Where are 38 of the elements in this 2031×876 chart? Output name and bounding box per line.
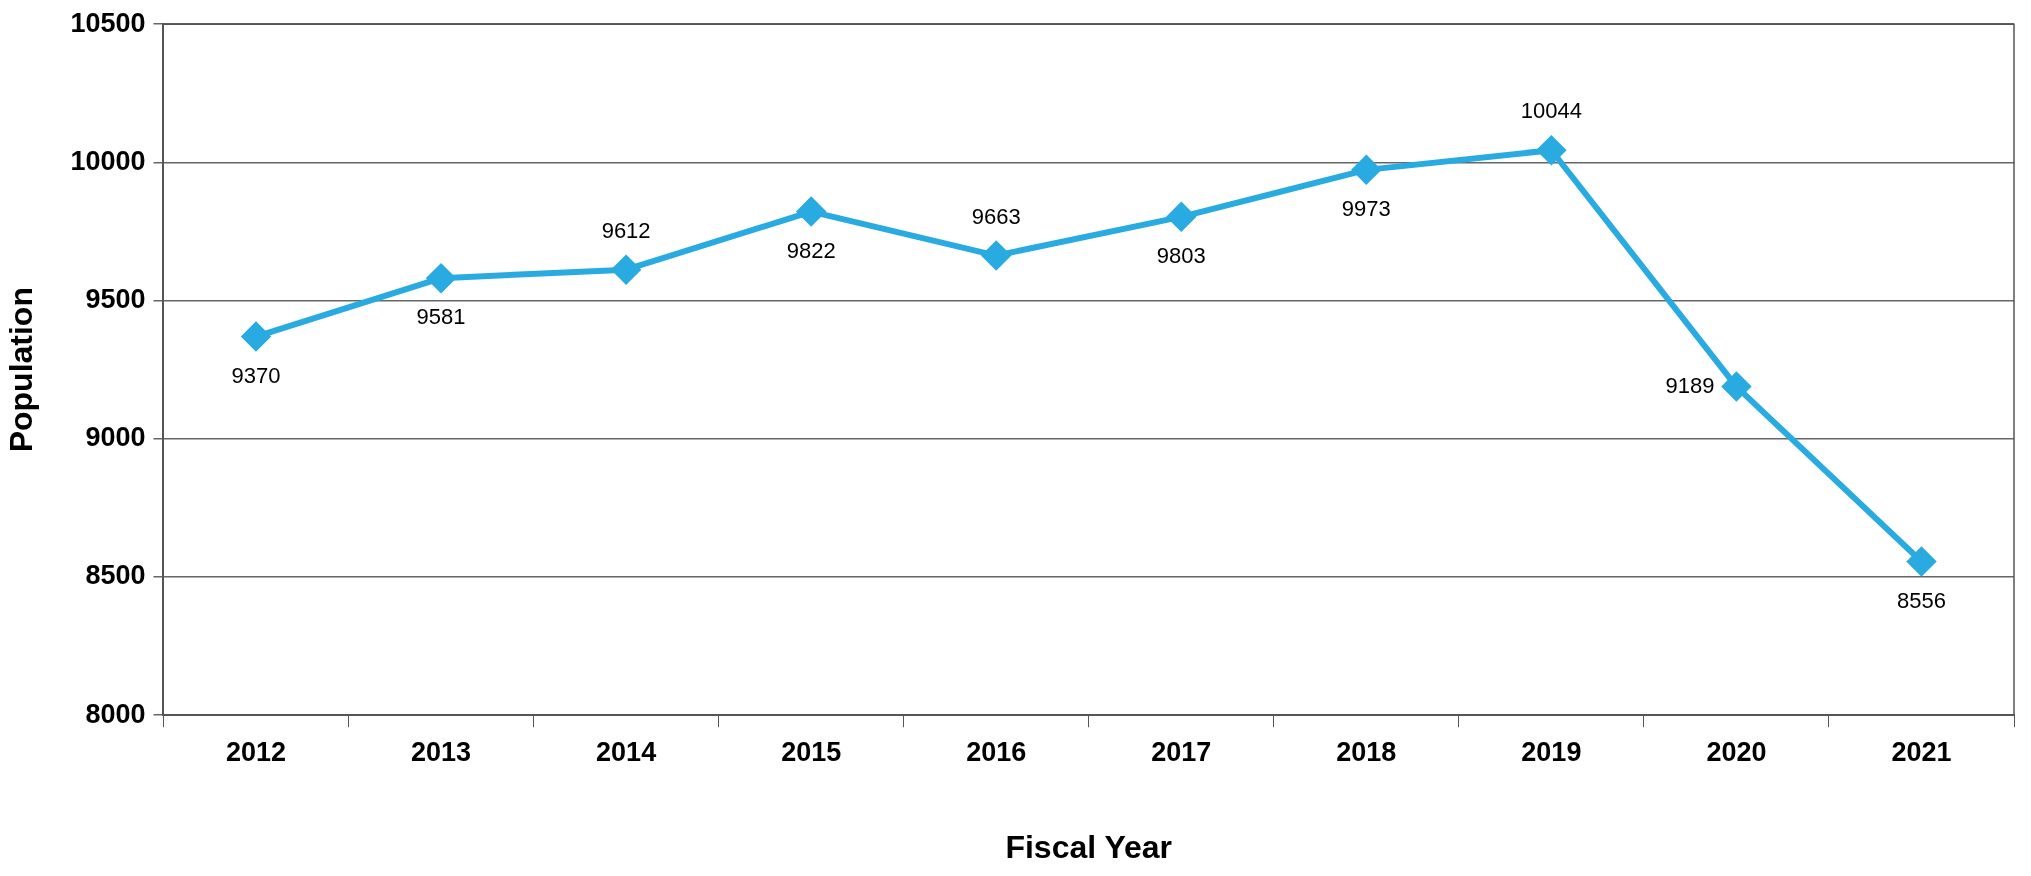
data-label: 9973 (1341, 195, 1391, 221)
x-tick-label: 2012 (225, 736, 287, 767)
y-axis-title: Population (3, 287, 40, 453)
point (1722, 372, 1751, 401)
x-tick-label: 2014 (596, 736, 657, 767)
x-tick-label: 2013 (411, 736, 472, 767)
data-label: 8556 (1897, 587, 1946, 613)
y-tick-label: 9500 (85, 284, 146, 315)
x-tick-label: 2017 (1151, 736, 1212, 767)
data-label: 9612 (601, 217, 651, 243)
point (612, 255, 641, 284)
data-label: 10044 (1520, 98, 1582, 124)
x-axis-title: Fiscal Year (1005, 828, 1173, 865)
data-label: 9822 (786, 237, 836, 263)
data-label: 9370 (231, 362, 281, 388)
x-tick-label: 2015 (781, 736, 842, 767)
point (982, 241, 1011, 270)
y-tick-label: 9000 (85, 422, 146, 453)
data-label: 9189 (1665, 372, 1715, 398)
y-tick-label: 10500 (70, 7, 146, 38)
point (797, 197, 826, 226)
x-tick-label: 2018 (1336, 736, 1397, 767)
point (1352, 155, 1381, 184)
point (427, 264, 456, 293)
y-tick-label: 10000 (70, 145, 146, 176)
y-tick-label: 8000 (85, 698, 146, 729)
x-tick-label: 2021 (1891, 736, 1952, 767)
data-label: 9803 (1156, 242, 1206, 268)
point (242, 322, 271, 351)
point (1167, 202, 1196, 231)
x-tick-label: 2016 (966, 736, 1027, 767)
data-label: 9581 (416, 304, 466, 330)
data-label: 9663 (971, 203, 1021, 229)
point (1537, 136, 1566, 165)
y-tick-label: 8500 (85, 560, 146, 591)
x-tick-label: 2019 (1521, 736, 1582, 767)
x-tick-label: 2020 (1706, 736, 1767, 767)
point (1907, 547, 1936, 576)
